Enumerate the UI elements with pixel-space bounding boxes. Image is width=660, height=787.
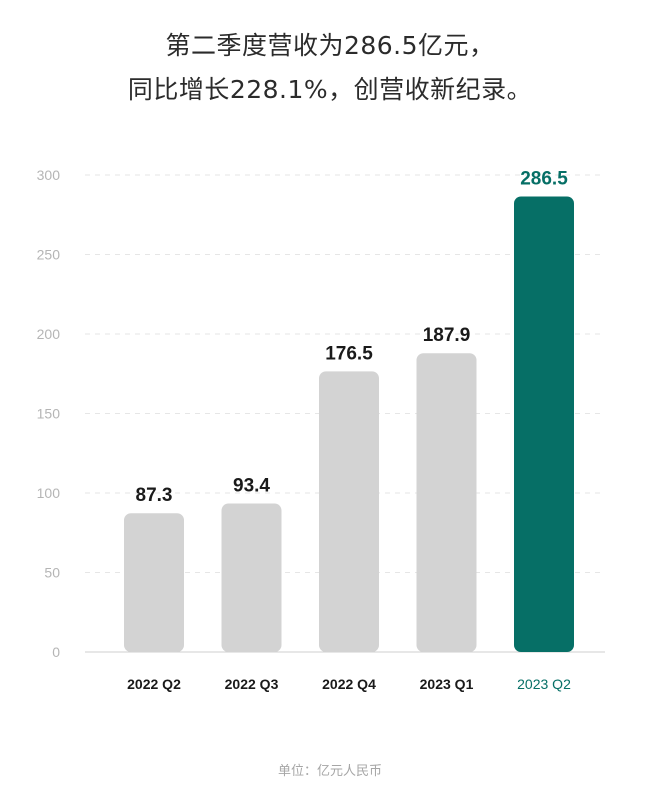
y-tick-label: 150: [37, 406, 61, 422]
x-tick-label: 2023 Q2: [517, 676, 571, 692]
title-line-1: 第二季度营收为286.5亿元，: [165, 31, 495, 60]
data-label: 93.4: [233, 475, 270, 496]
y-tick-label: 100: [37, 485, 61, 501]
chart-title: 第二季度营收为286.5亿元， 同比增长228.1%，创营收新纪录。: [0, 24, 660, 112]
bar: [124, 513, 184, 652]
y-tick-label: 250: [37, 247, 61, 263]
data-label: 286.5: [520, 168, 568, 189]
data-label: 87.3: [136, 485, 173, 506]
bar: [416, 353, 477, 652]
bar-chart: 0 50 100 150 200 250 300 87.3 2022 Q2 93.4 2022 Q3…: [37, 167, 605, 692]
data-label: 187.9: [423, 325, 471, 346]
y-tick-label: 300: [37, 167, 61, 183]
y-tick-label: 50: [44, 565, 60, 581]
x-tick-label: 2023 Q1: [420, 676, 474, 692]
title-line-2: 同比增长228.1%，创营收新纪录。: [127, 75, 533, 104]
y-tick-label: 200: [37, 326, 61, 342]
bar: [514, 196, 574, 652]
data-label: 176.5: [325, 343, 373, 364]
y-tick-label: 0: [52, 644, 60, 660]
x-tick-label: 2022 Q2: [127, 676, 181, 692]
bar: [221, 503, 282, 652]
x-tick-label: 2022 Q4: [322, 676, 376, 692]
x-tick-label: 2022 Q3: [225, 676, 279, 692]
bar: [319, 371, 379, 652]
unit-note: 单位：亿元人民币: [277, 764, 382, 779]
